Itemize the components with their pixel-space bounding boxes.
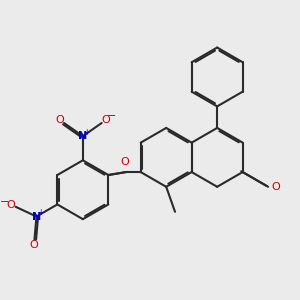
Text: +: + bbox=[37, 208, 44, 217]
Text: −: − bbox=[0, 196, 9, 207]
Text: N: N bbox=[32, 212, 41, 221]
Text: −: − bbox=[107, 111, 116, 121]
Text: N: N bbox=[78, 131, 88, 141]
Text: O: O bbox=[30, 240, 38, 250]
Text: O: O bbox=[55, 115, 64, 125]
Text: +: + bbox=[83, 128, 90, 137]
Text: O: O bbox=[120, 157, 129, 167]
Text: O: O bbox=[102, 115, 110, 125]
Text: O: O bbox=[7, 200, 15, 210]
Text: O: O bbox=[272, 182, 280, 192]
